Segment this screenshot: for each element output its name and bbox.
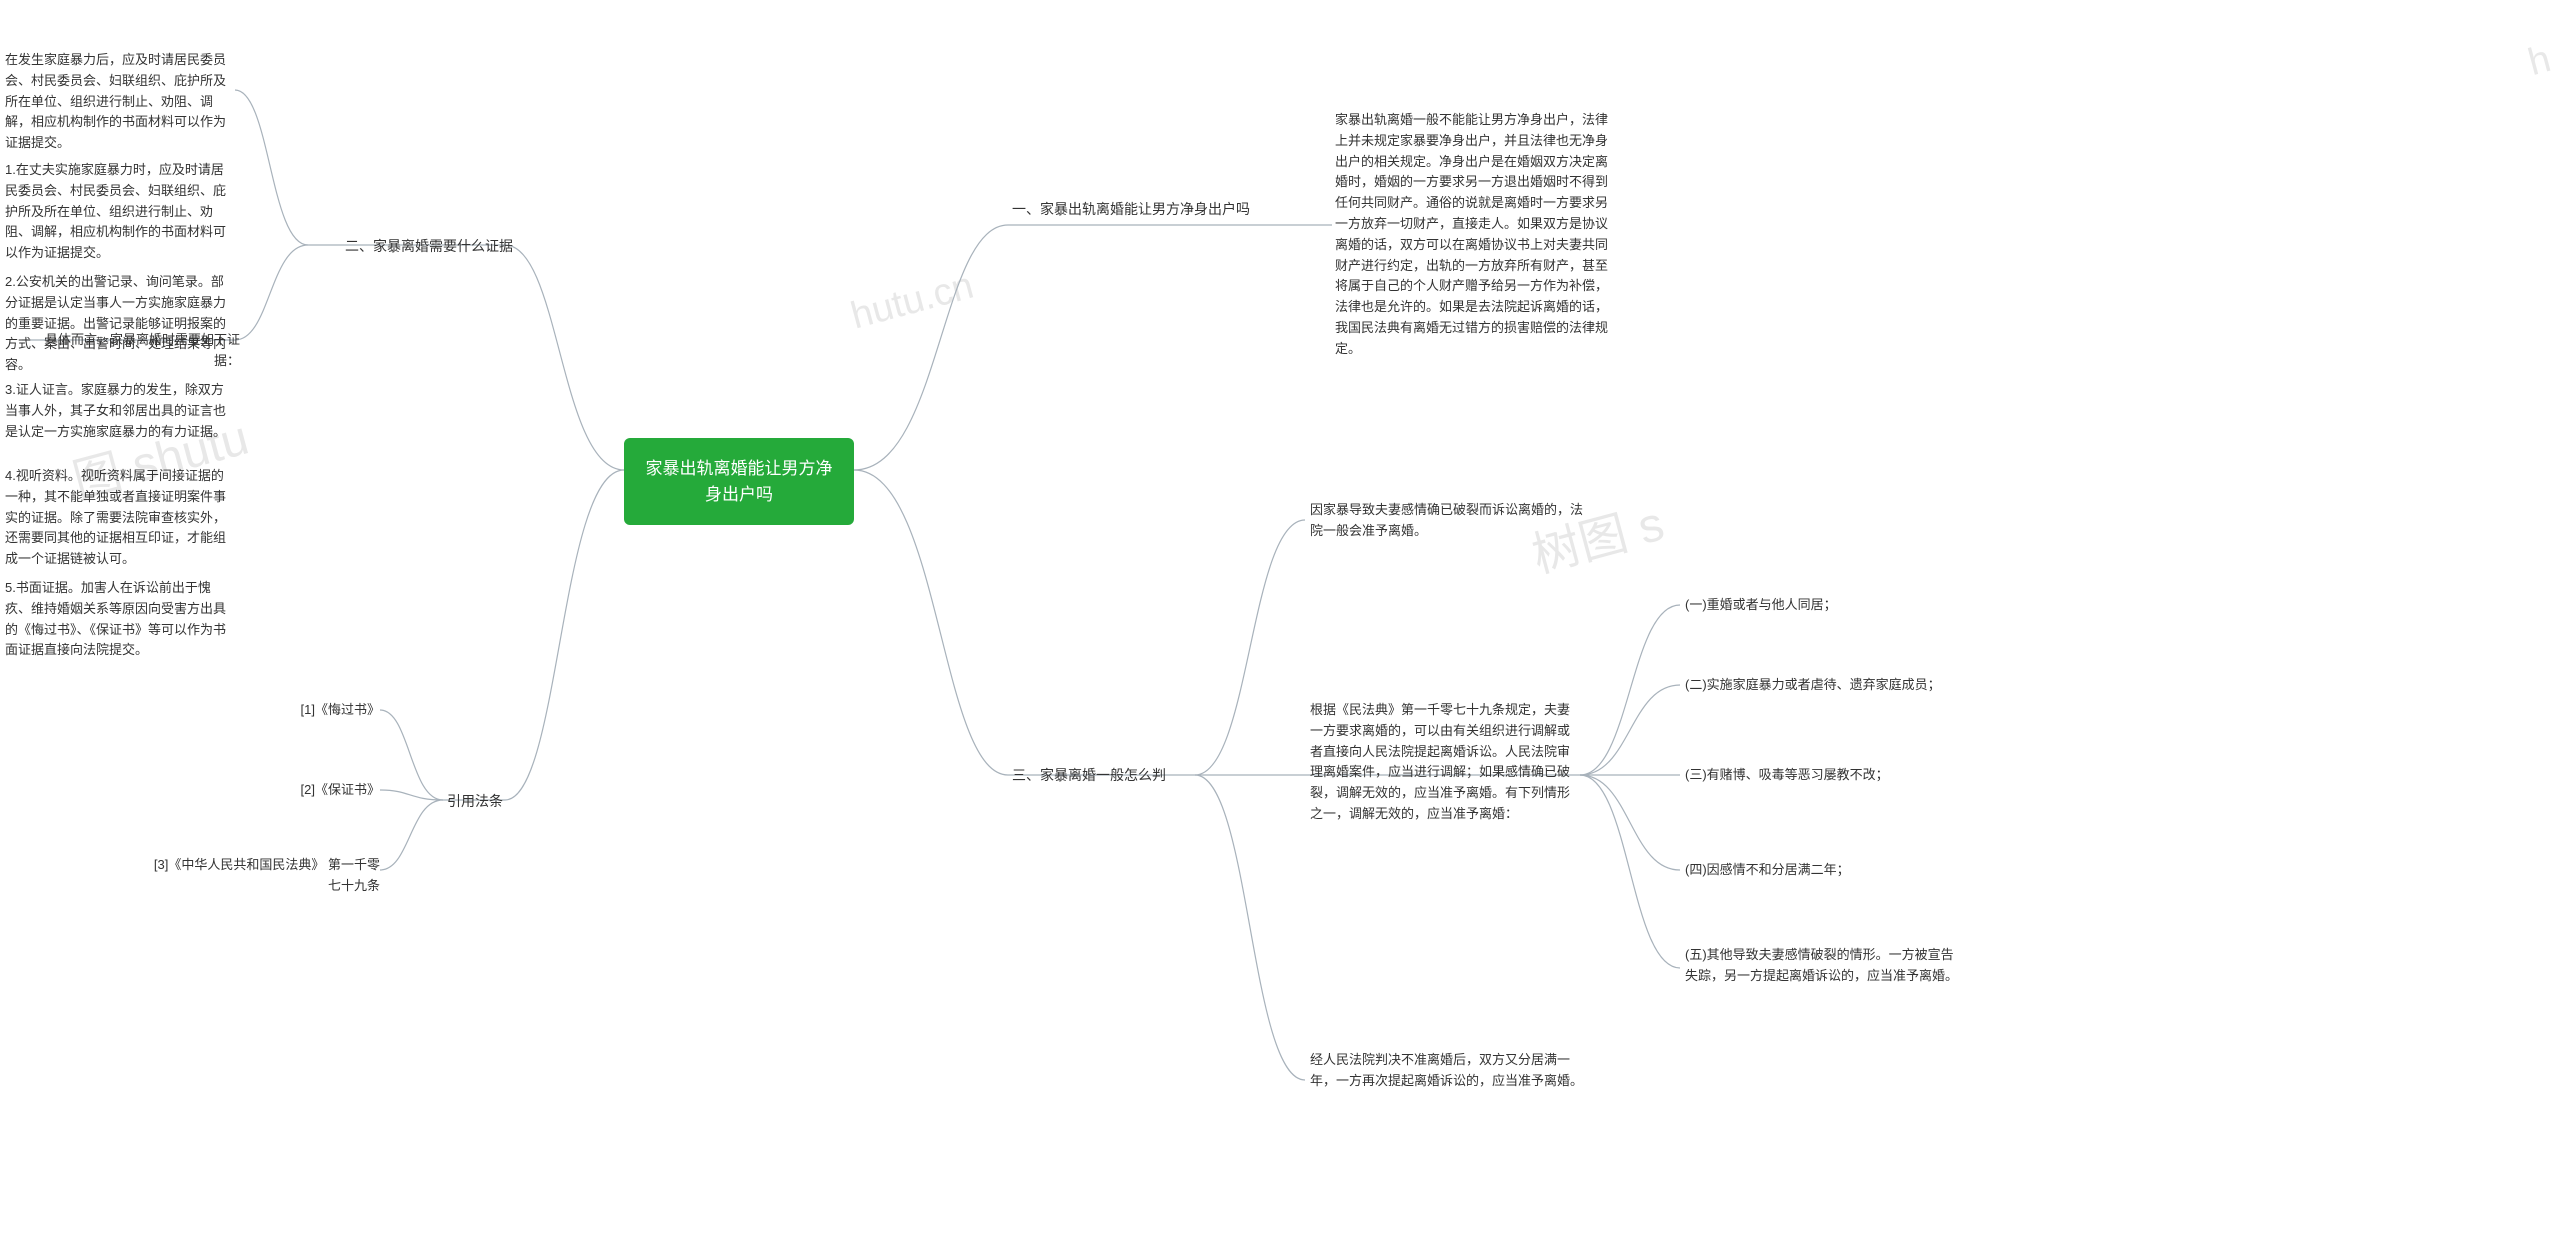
branch-3-item-4: (四)因感情不和分居满二年； [1685,860,1945,881]
branch-2-item-3-visible: 3.证人证言。家庭暴力的发生，除双方当事人外，其子女和邻居出具的证言也是认定一方… [5,380,235,442]
branch-3-item-2: (二)实施家庭暴力或者虐待、遗弃家庭成员； [1685,675,1965,696]
branch-3-item-3: (三)有赌博、吸毒等恶习屡教不改； [1685,765,1945,786]
branch-2-toptext: 在发生家庭暴力后，应及时请居民委员会、村民委员会、妇联组织、庇护所及所在单位、组… [5,50,235,154]
branch-1-text: 家暴出轨离婚一般不能能让男方净身出户，法律上并未规定家暴要净身出户，并且法律也无… [1335,110,1615,360]
watermark: h [2524,38,2556,85]
branch-cite-label: 引用法条 [447,790,503,812]
cite-item-3: [3]《中华人民共和国民法典》 第一千零七十九条 [148,855,380,897]
branch-1-label: 一、家暴出轨离婚能让男方净身出户吗 [1012,198,1272,220]
connector-lines [0,0,2560,1251]
branch-2-item-2-visible: 2.公安机关的出警记录、询问笔录。部分证据是认定当事人一方实施家庭暴力的重要证据… [5,272,235,376]
cite-item-2: [2]《保证书》 [270,780,380,801]
branch-3-sub2: 根据《民法典》第一千零七十九条规定，夫妻一方要求离婚的，可以由有关组织进行调解或… [1310,700,1582,825]
branch-2-item-1-visible: 1.在丈夫实施家庭暴力时，应及时请居民委员会、村民委员会、妇联组织、庇护所及所在… [5,160,235,264]
branch-3-sub3: 经人民法院判决不准离婚后，双方又分居满一年，一方再次提起离婚诉讼的，应当准予离婚… [1310,1050,1590,1092]
branch-3-sub1: 因家暴导致夫妻感情确已破裂而诉讼离婚的，法院一般会准予离婚。 [1310,500,1590,542]
cite-item-1: [1]《悔过书》 [270,700,380,721]
branch-3-label: 三、家暴离婚一般怎么判 [1012,764,1166,786]
branch-3-item-5: (五)其他导致夫妻感情破裂的情形。一方被宣告失踪，另一方提起离婚诉讼的，应当准予… [1685,945,1965,987]
branch-2-label: 二、家暴离婚需要什么证据 [313,235,513,257]
root-node: 家暴出轨离婚能让男方净身出户吗 [624,438,854,525]
branch-3-item-1: (一)重婚或者与他人同居； [1685,595,1945,616]
branch-2-item-5-visible: 5.书面证据。加害人在诉讼前出于愧疚、维持婚姻关系等原因向受害方出具的《悔过书》… [5,578,235,661]
watermark: hutu.cn [847,265,979,339]
branch-2-item-4-visible: 4.视听资料。视听资料属于间接证据的一种，其不能单独或者直接证明案件事实的证据。… [5,466,235,570]
